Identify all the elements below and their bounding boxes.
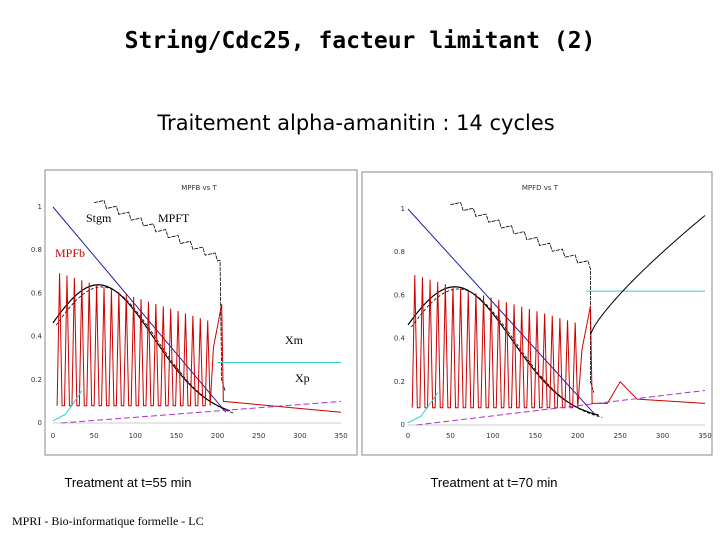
plot-title: MPFB vs T xyxy=(181,184,217,192)
y-tick-label: 0.6 xyxy=(394,291,406,299)
x-tick-label: 300 xyxy=(293,432,306,440)
y-tick-label: 0 xyxy=(401,421,405,429)
plot: MPFD vs T 1 0.8 0.6 0.4 0.2 00 50 100 150 200 250 30… xyxy=(394,184,712,440)
curve-label: MPFT xyxy=(158,211,190,225)
curve-label: Xm xyxy=(285,333,304,347)
x-tick-label: 200 xyxy=(571,432,584,440)
y-tick-label: 0.4 xyxy=(31,333,43,341)
curve xyxy=(450,201,595,393)
y-tick-label: 0.8 xyxy=(394,248,405,256)
y-tick-label: 0.4 xyxy=(394,335,406,343)
x-tick-label: 50 xyxy=(90,432,99,440)
y-tick-label: 1 xyxy=(38,203,42,211)
x-tick-label: 250 xyxy=(252,432,265,440)
x-tick-label: 100 xyxy=(486,432,499,440)
curve-label: MPFb xyxy=(55,246,85,260)
curve xyxy=(416,389,706,426)
curve xyxy=(94,199,226,391)
curve xyxy=(589,215,706,335)
x-tick-label: 250 xyxy=(613,432,626,440)
curve xyxy=(52,390,83,422)
curve xyxy=(407,392,439,424)
y-tick-label: 0 xyxy=(38,419,42,427)
curve xyxy=(61,400,342,424)
caption: Treatment at t=55 min xyxy=(64,475,191,490)
x-tick-label: 150 xyxy=(170,432,183,440)
x-tick-label: 300 xyxy=(656,432,669,440)
slide-subtitle: Traitement alpha-amanitin : 14 cycles xyxy=(156,111,554,135)
x-tick-label: 0 xyxy=(406,432,410,440)
y-tick-label: 0.2 xyxy=(31,376,42,384)
x-tick-label: 0 xyxy=(51,432,55,440)
y-tick-label: 0.6 xyxy=(31,289,43,297)
x-tick-label: 150 xyxy=(529,432,542,440)
x-tick-label: 200 xyxy=(211,432,224,440)
curve xyxy=(52,206,227,413)
x-tick-label: 50 xyxy=(446,432,455,440)
x-tick-label: 350 xyxy=(698,432,711,440)
curve-label: Stgm xyxy=(86,211,112,225)
slide-title: String/Cdc25, facteur limitant (2) xyxy=(125,28,596,54)
curve xyxy=(411,288,603,418)
y-tick-label: 0.2 xyxy=(394,378,405,386)
y-tick-label: 0.8 xyxy=(31,246,42,254)
x-tick-label: 100 xyxy=(129,432,142,440)
curve xyxy=(407,208,596,415)
caption: Treatment at t=70 min xyxy=(430,475,557,490)
y-tick-label: 1 xyxy=(401,205,405,213)
plot-title: MPFD vs T xyxy=(522,184,559,192)
curve-label: Xp xyxy=(295,371,310,385)
footer: MPRI - Bio-informatique formelle - LC xyxy=(12,514,204,528)
curve xyxy=(411,275,706,409)
plot: MPFB vs T 1 0.8 0.6 0.4 0.2 0 0 50 100 150 200 250 30… xyxy=(31,184,348,440)
curve xyxy=(56,273,342,413)
x-tick-label: 350 xyxy=(334,432,347,440)
